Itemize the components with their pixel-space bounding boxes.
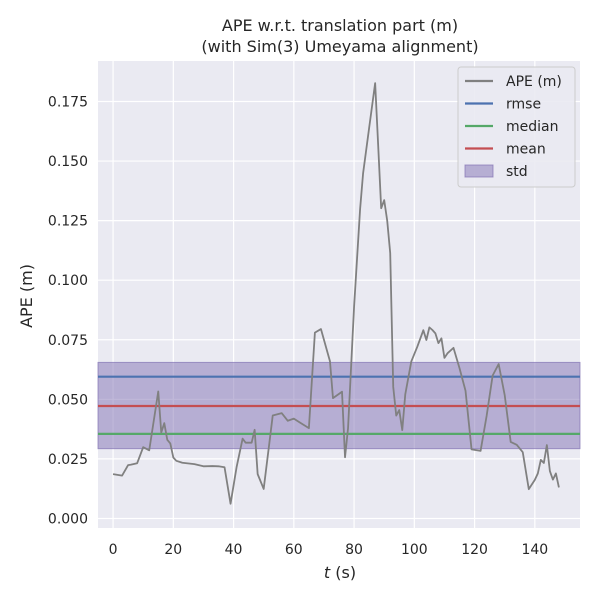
x-tick-label: 20 [164,542,182,558]
x-tick-label: 0 [109,542,118,558]
x-tick-label: 140 [521,542,548,558]
series-layer [112,82,560,505]
y-axis-label: APE (m) [17,264,36,328]
x-tick-label: 40 [225,542,243,558]
x-tick-label: 60 [285,542,303,558]
x-axis-label-unit: (s) [330,563,356,582]
x-axis-ticks: 0 20 40 60 80 100 120 140 [109,542,549,558]
y-axis-ticks: 0.000 0.025 0.050 0.075 0.100 0.125 0.150 0.175 [48,95,88,528]
legend-label-std: std [506,164,528,180]
y-tick-label: 0.025 [48,452,88,468]
y-tick-label: 0.050 [48,392,88,408]
y-tick-label: 0.100 [48,273,88,289]
y-tick-label: 0.150 [48,154,88,170]
legend-label-ape: APE (m) [506,74,562,90]
legend-frame [457,66,576,188]
y-tick-label: 0.175 [48,95,88,111]
x-tick-label: 100 [401,542,428,558]
x-axis-label: t (s) [324,563,356,582]
x-tick-label: 80 [345,542,363,558]
y-tick-label: 0.075 [48,333,88,349]
legend-label-median: median [506,119,558,135]
ape-series-line [112,82,560,505]
chart-title-line-2: (with Sim(3) Umeyama alignment) [201,37,478,56]
chart-title-line-1: APE w.r.t. translation part (m) [222,16,458,35]
x-tick-label: 120 [461,542,488,558]
legend-label-mean: mean [506,142,546,158]
y-tick-label: 0.000 [48,511,88,527]
x-axis-label-var: t [324,563,331,582]
legend: APE (m) rmse median mean std [457,66,576,188]
legend-label-rmse: rmse [506,97,541,113]
y-tick-label: 0.125 [48,214,88,230]
legend-swatch-std [464,164,494,178]
